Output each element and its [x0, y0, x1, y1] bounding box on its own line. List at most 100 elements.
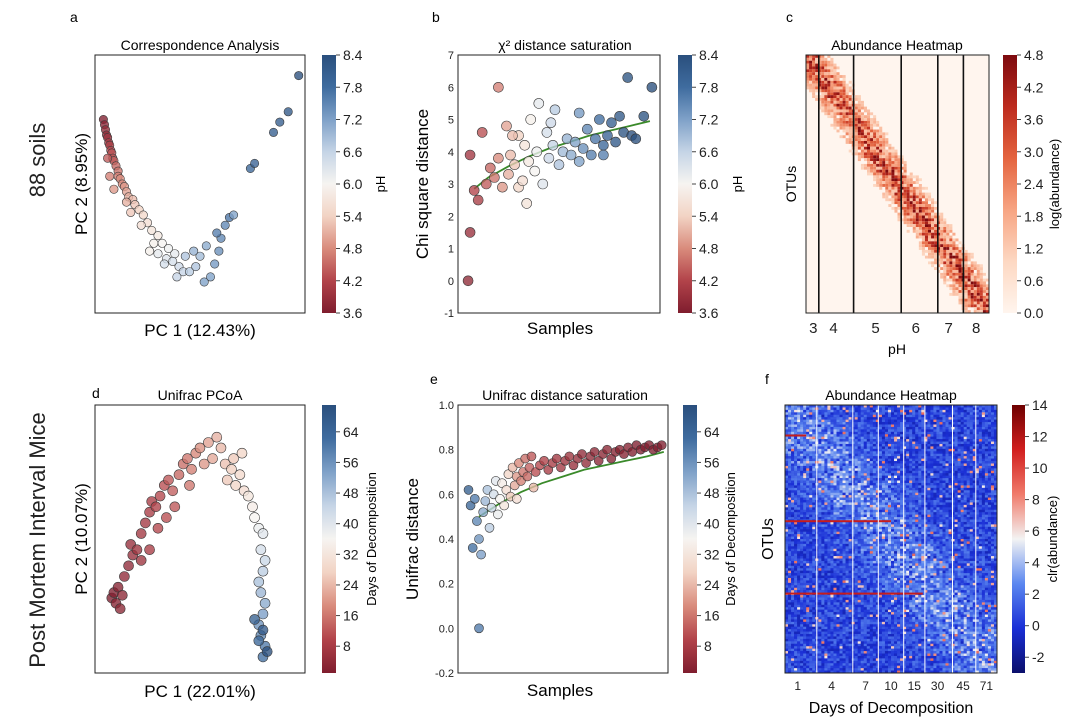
heatmap-cell — [824, 509, 828, 513]
heatmap-cell — [921, 446, 925, 450]
heatmap-cell — [842, 436, 846, 440]
colorbar-tick-label: 1.2 — [1024, 241, 1044, 257]
heatmap-cell — [821, 451, 825, 454]
heatmap-cell — [918, 204, 922, 207]
heatmap-cell — [985, 301, 989, 305]
heatmap-cell — [887, 412, 892, 415]
heatmap-cell — [812, 414, 816, 418]
heatmap-cell — [952, 264, 956, 268]
heatmap-cell — [972, 414, 976, 418]
heatmap-cell — [821, 436, 825, 440]
heatmap-cell — [797, 497, 801, 501]
heatmap-cell — [848, 517, 852, 520]
heatmap-cell — [848, 431, 852, 435]
heatmap-cell — [981, 482, 986, 486]
heatmap-cell — [884, 497, 889, 501]
heatmap-cell — [866, 407, 870, 411]
heatmap-cell — [854, 495, 858, 498]
heatmap-cell — [812, 434, 816, 437]
heatmap-cell — [972, 517, 976, 520]
heatmap-cell — [933, 485, 937, 489]
heatmap-cell — [845, 509, 849, 513]
heatmap-cell — [857, 434, 861, 437]
heatmap-cell — [948, 487, 952, 491]
heatmap-cell — [918, 517, 922, 520]
heatmap-cell — [836, 424, 840, 428]
heatmap-cell — [812, 509, 816, 513]
heatmap-cell — [830, 465, 834, 469]
heatmap-cell — [827, 456, 831, 459]
heatmap-cell — [915, 224, 919, 227]
heatmap-cell — [939, 492, 943, 496]
heatmap-cell — [903, 470, 907, 474]
heatmap-cell — [885, 169, 889, 173]
heatmap-cell — [897, 512, 901, 515]
heatmap-cell — [866, 500, 870, 503]
heatmap-cell — [906, 441, 910, 445]
heatmap-cell — [854, 407, 858, 411]
data-point — [464, 227, 476, 238]
data-point — [186, 463, 197, 475]
heatmap-cell — [906, 181, 910, 184]
heatmap-cell — [821, 482, 825, 486]
heatmap-cell — [894, 405, 898, 408]
heatmap-cell — [818, 448, 822, 452]
heatmap-cell — [830, 492, 834, 496]
heatmap-cell — [981, 461, 986, 464]
heatmap-cell — [785, 473, 789, 476]
heatmap-cell — [839, 414, 843, 418]
heatmap-cell — [894, 473, 898, 476]
data-point — [154, 490, 166, 502]
heatmap-cell — [963, 482, 967, 486]
heatmap-cell — [842, 434, 846, 437]
heatmap-cell — [881, 431, 886, 435]
heatmap-cell — [931, 221, 935, 225]
heatmap-cell — [887, 426, 892, 430]
data-point — [212, 228, 222, 238]
heatmap-cell — [806, 77, 810, 81]
heatmap-cell — [866, 434, 870, 437]
heatmap-cell — [909, 439, 913, 442]
heatmap-cell — [924, 502, 928, 506]
heatmap-cell — [857, 490, 861, 493]
heatmap-cell — [951, 465, 955, 469]
heatmap-cell — [818, 106, 822, 110]
heatmap-cell — [881, 475, 886, 479]
heatmap-cell — [857, 443, 861, 447]
heatmap-cell — [845, 461, 849, 464]
heatmap-cell — [903, 409, 907, 413]
heatmap-cell — [943, 221, 947, 225]
heatmap-cell — [842, 517, 846, 520]
heatmap-cell — [891, 206, 895, 210]
heatmap-cell — [872, 431, 877, 435]
heatmap-cell — [833, 86, 837, 90]
heatmap-cell — [873, 184, 877, 187]
heatmap-cell — [951, 514, 955, 518]
heatmap-cell — [875, 473, 880, 476]
heatmap-cell — [966, 475, 970, 479]
heatmap-cell — [894, 169, 898, 173]
heatmap-cell — [954, 422, 958, 425]
heatmap-cell — [879, 152, 883, 156]
heatmap-cell — [945, 424, 949, 428]
heatmap-cell — [888, 204, 892, 207]
heatmap-cell — [954, 451, 958, 454]
heatmap-cell — [887, 436, 892, 440]
heatmap-cell — [812, 66, 816, 70]
heatmap-cell — [930, 465, 934, 469]
heatmap-cell — [912, 473, 916, 476]
heatmap-cell — [860, 487, 864, 491]
heatmap-cell — [987, 407, 992, 411]
heatmap-cell — [909, 198, 913, 202]
heatmap-cell — [812, 507, 816, 510]
heatmap-cell — [866, 487, 870, 491]
heatmap-cell — [842, 461, 846, 464]
heatmap-cell — [978, 407, 983, 411]
heatmap-cell — [979, 295, 983, 299]
heatmap-cell — [821, 63, 825, 67]
heatmap-cell — [969, 485, 973, 489]
heatmap-cell — [863, 431, 867, 435]
heatmap-cell — [833, 475, 837, 479]
heatmap-cell — [930, 448, 934, 452]
heatmap-cell — [990, 509, 995, 513]
